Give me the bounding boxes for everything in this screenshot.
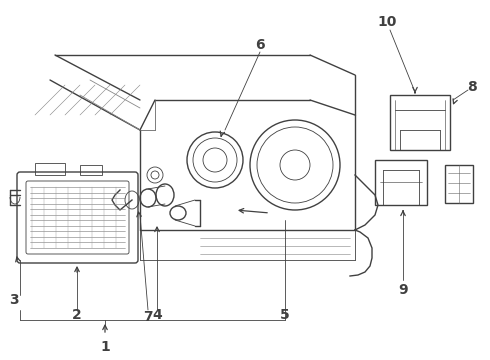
Text: 1: 1: [100, 340, 110, 354]
Text: 4: 4: [152, 308, 162, 322]
Text: 2: 2: [72, 308, 82, 322]
Text: 9: 9: [398, 283, 408, 297]
Bar: [375, 160, 427, 205]
Text: 3: 3: [9, 293, 19, 307]
Text: 10: 10: [377, 15, 397, 29]
Text: 5: 5: [280, 308, 290, 322]
Bar: [445, 165, 473, 203]
Text: 7: 7: [143, 310, 153, 324]
Text: 6: 6: [255, 38, 265, 52]
Bar: [390, 95, 450, 150]
Text: 8: 8: [467, 80, 477, 94]
Bar: [35, 163, 65, 175]
Bar: [80, 165, 102, 175]
